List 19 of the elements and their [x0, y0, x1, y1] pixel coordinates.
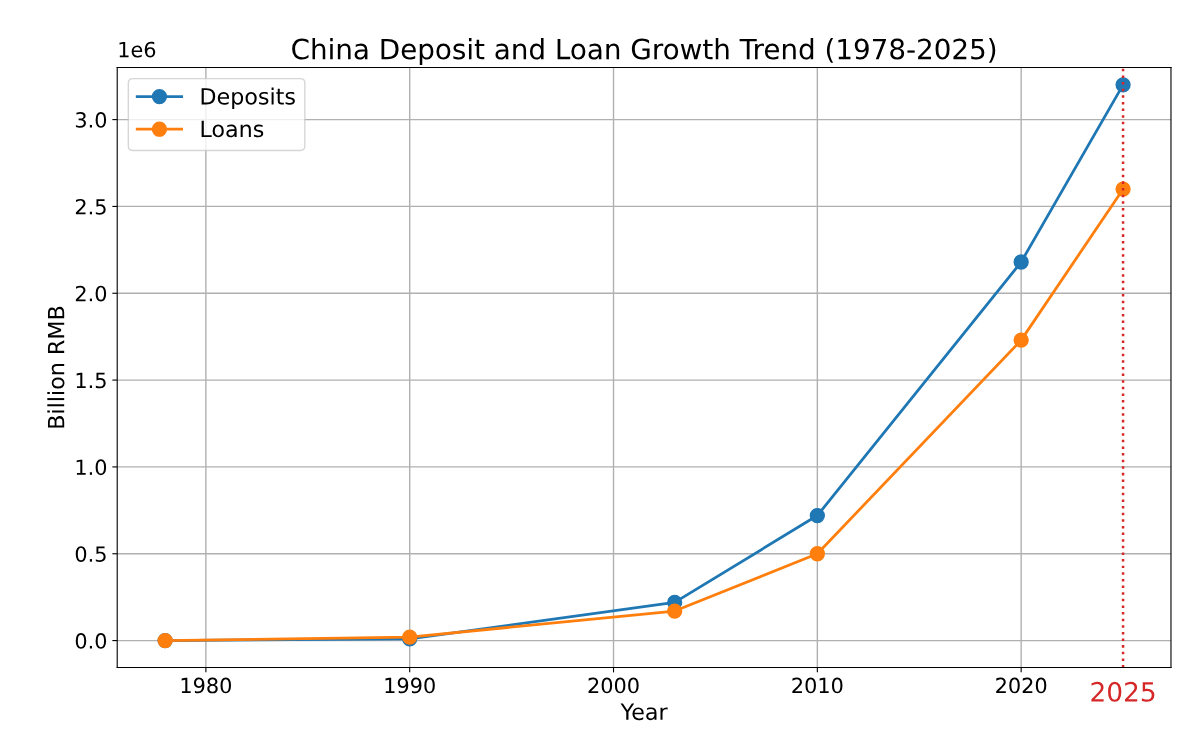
chart-title: China Deposit and Loan Growth Trend (1978-2025): [292, 38, 996, 65]
ref-line-label: 2025: [1091, 681, 1155, 702]
y-tick-label: 1.5: [76, 372, 106, 389]
y-tick-label: 1.0: [76, 459, 107, 476]
text: 1e6: [119, 41, 156, 58]
x-axis-title: Year: [620, 703, 668, 721]
x-tick-label: 1980: [181, 677, 231, 694]
legend-label: Deposits: [201, 87, 295, 110]
y-tick-label: 3.0: [75, 112, 107, 128]
x-tick-label: 2010: [792, 677, 843, 694]
x-tick-label: 2000: [588, 677, 639, 694]
y-axis-title: Billion RMB: [47, 306, 65, 428]
y-tick-label: 0.5: [75, 546, 106, 562]
y-tick-label: 0.0: [75, 633, 107, 649]
x-tick-label: 2020: [996, 677, 1047, 694]
y-tick-label: 2.5: [75, 198, 106, 215]
y-tick-label: 2.0: [75, 285, 107, 302]
legend-label: Loans: [201, 120, 264, 138]
x-tick-label: 1990: [385, 677, 435, 694]
